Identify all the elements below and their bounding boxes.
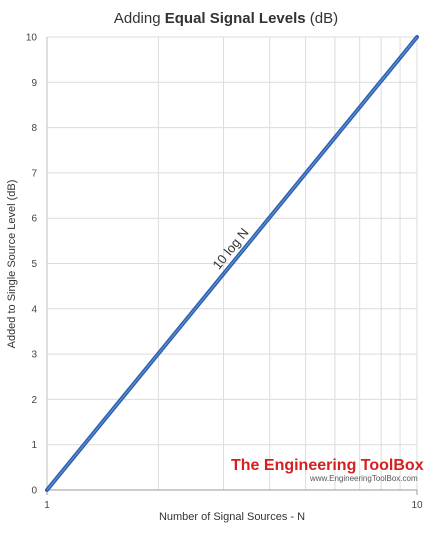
watermark-url: www.EngineeringToolBox.com <box>309 474 418 483</box>
data-point <box>305 172 307 174</box>
y-tick-label: 2 <box>31 395 37 406</box>
data-point <box>334 137 336 139</box>
data-point <box>157 353 159 355</box>
series-line-highlight <box>46 36 418 491</box>
y-tick-label: 10 <box>26 33 38 44</box>
y-tick-label: 9 <box>31 78 37 89</box>
data-point <box>416 36 418 38</box>
y-tick-label: 5 <box>31 259 37 270</box>
watermark: The Engineering ToolBox www.EngineeringT… <box>231 457 424 483</box>
watermark-title: The Engineering ToolBox <box>231 457 424 474</box>
data-point <box>399 57 401 59</box>
grid <box>47 36 418 490</box>
chart-title-bold: Equal Signal Levels <box>165 10 306 27</box>
data-point <box>223 273 225 275</box>
y-tick-label: 4 <box>31 304 37 315</box>
axes <box>46 37 418 495</box>
x-axis-label: Number of Signal Sources - N <box>159 511 305 523</box>
y-tick-label: 1 <box>31 440 37 451</box>
data-point <box>380 80 382 82</box>
y-axis-label: Added to Single Source Level (dB) <box>6 180 18 349</box>
data-point <box>269 216 271 218</box>
y-tick-label: 3 <box>31 350 37 361</box>
x-tick-label: 1 <box>44 500 50 511</box>
chart-title-suffix: (dB) <box>306 10 339 27</box>
x-tick-label: 10 <box>411 500 423 511</box>
y-tick-label: 8 <box>31 123 37 134</box>
chart-title-prefix: Adding <box>114 10 165 27</box>
data-point <box>46 489 48 491</box>
y-tick-label: 0 <box>31 486 37 497</box>
y-tick-label: 7 <box>31 168 37 179</box>
y-tick-label: 6 <box>31 214 37 225</box>
data-point <box>359 106 361 108</box>
chart-title: Adding Equal Signal Levels (dB) <box>114 10 338 27</box>
